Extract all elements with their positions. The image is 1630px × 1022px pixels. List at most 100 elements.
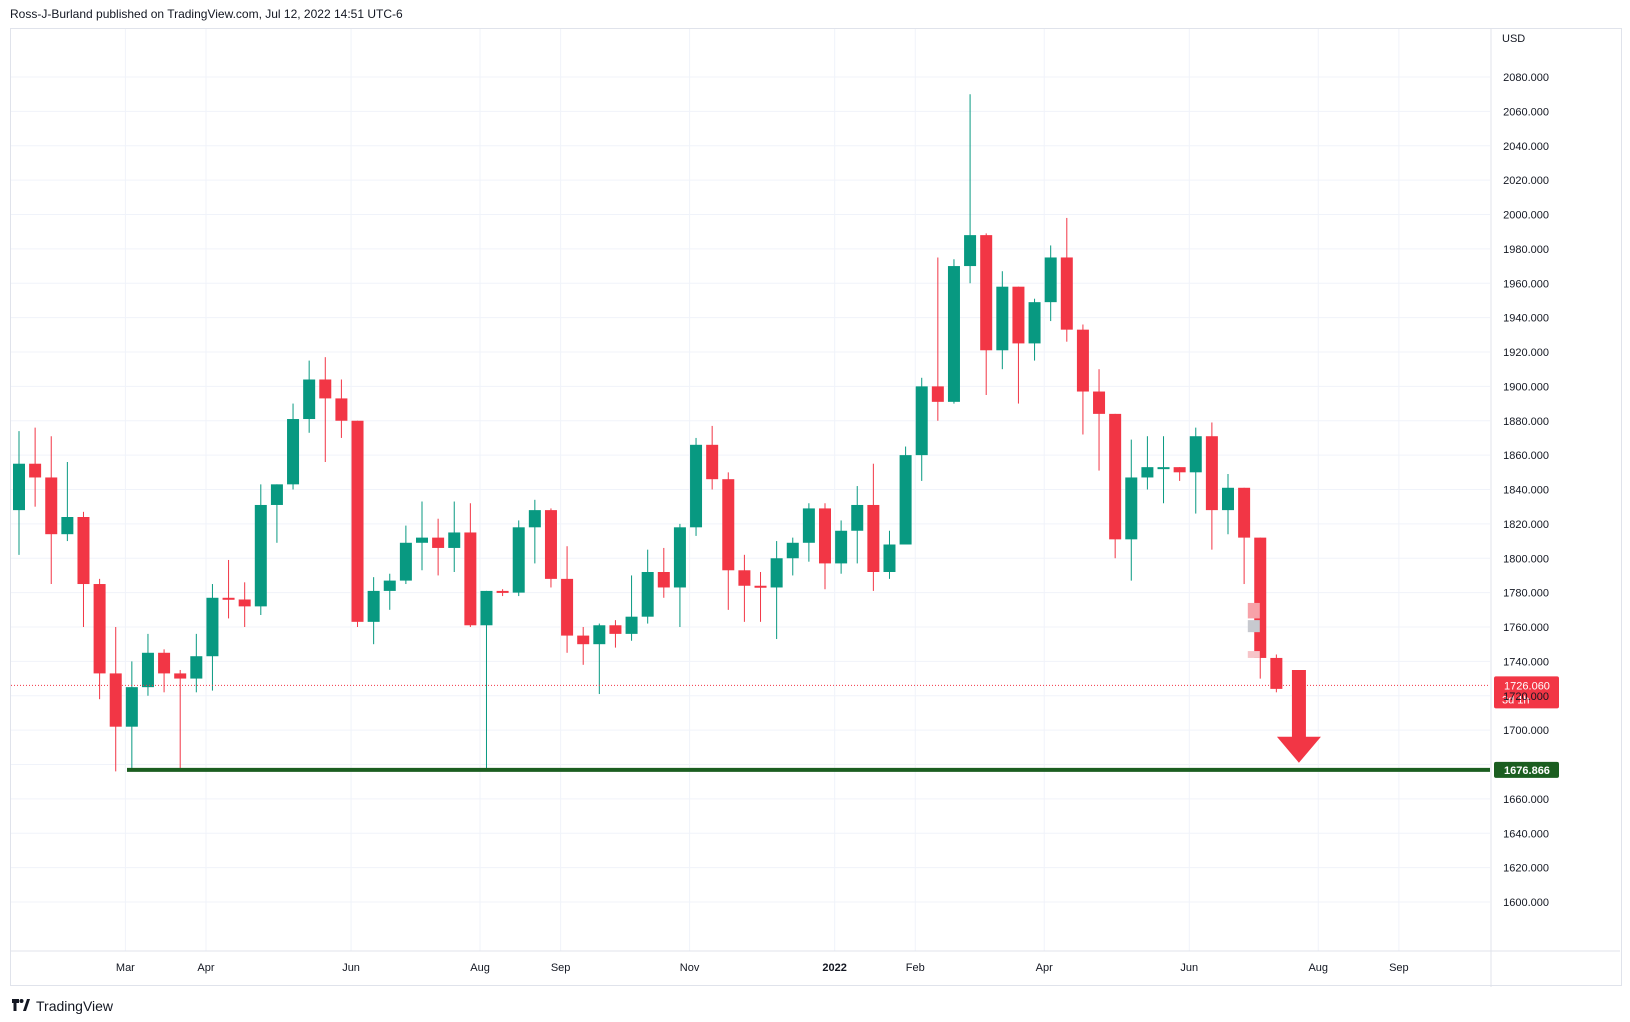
chart-frame [10,28,1622,986]
overlays: 1726.060 3d 1h 1676.866 [11,602,1559,778]
publish-info: Ross-J-Burland published on TradingView.… [10,7,403,21]
candle-body [109,673,122,727]
candle-body [544,510,557,579]
candle-body [125,687,138,727]
candle-body [1254,537,1267,658]
candle-body [641,572,654,617]
x-tick-label: Apr [1036,962,1053,974]
candle-body [1060,257,1073,330]
candle-body [351,420,364,622]
candle-body [1109,413,1122,540]
candle-body [690,444,703,528]
x-tick-label: Feb [906,962,925,974]
candle-body [1157,467,1170,470]
candle-body [722,479,735,571]
grid-lines [11,29,1490,951]
y-tick-label: 1920.000 [1503,347,1549,359]
candle-body [947,266,960,402]
candle-body [996,286,1009,351]
ghost-mark [1247,602,1260,619]
candle-body [335,398,348,421]
candle-body [1222,487,1234,511]
candle-body [915,386,928,456]
candle-body [754,585,767,588]
y-tick-label: 1840.000 [1503,485,1549,497]
y-tick-label: 1780.000 [1503,588,1549,600]
candle-body [254,504,267,607]
candle-body [770,558,783,588]
candle-body [13,463,25,511]
candle-body [1125,477,1138,540]
candle-body [367,590,380,622]
candle-body [819,508,831,564]
tradingview-brand[interactable]: TradingView [10,998,113,1014]
x-tick-label: 2022 [822,962,846,974]
candle-body [222,597,235,600]
y-tick-label: 1660.000 [1503,794,1549,806]
candle-body [867,504,880,572]
y-tick-label: 2040.000 [1503,141,1549,153]
y-tick-label: 1600.000 [1503,897,1549,909]
y-tick-label: 1800.000 [1503,553,1549,565]
candle-body [432,537,445,548]
y-tick-label: 1620.000 [1503,863,1549,875]
candle-body [980,235,993,351]
candle-body [1093,391,1106,414]
candle-body [673,527,686,588]
candle-body [174,673,187,679]
ghost-mark [1247,620,1260,633]
y-tick-label: 1880.000 [1503,416,1549,428]
x-tick-label: Aug [1308,962,1328,974]
y-tick-label: 2080.000 [1503,72,1549,84]
candle-body [45,477,58,535]
candle-body [480,590,493,626]
tradingview-logo-icon [12,999,30,1011]
candle-body [77,517,90,585]
candle-body [190,656,203,679]
x-tick-label: Jun [1180,962,1198,974]
x-tick-label: Sep [551,962,571,974]
candle-body [738,570,751,586]
candle-body [238,599,251,607]
candle-body [270,484,283,505]
candle-body [802,508,815,543]
support-price-label: 1676.866 [1504,765,1550,777]
candle-body [464,532,477,626]
candle-body [1189,436,1202,473]
candle-body [512,527,525,593]
candle-body [287,419,300,485]
candle-body [1028,302,1041,344]
candle-body [399,542,412,581]
candle-body [416,537,428,543]
y-tick-label: 1960.000 [1503,278,1549,290]
y-tick-label: 1820.000 [1503,519,1549,531]
y-tick-label: 1760.000 [1503,622,1549,634]
candle-body [206,597,219,657]
candle-body [851,504,864,531]
y-tick-label: 1740.000 [1503,656,1549,668]
y-tick-label: 2000.000 [1503,210,1549,222]
y-tick-label: 1940.000 [1503,313,1549,325]
candle-body [1044,257,1057,303]
candle-body [883,544,896,572]
x-tick-label: Aug [470,962,490,974]
candle-body [931,386,944,402]
candle-body [561,578,574,636]
candle-body [1270,657,1283,689]
candles [13,94,1283,772]
candle-body [528,510,541,528]
candle-body [29,463,42,478]
candle-body [141,652,154,688]
candle-body [496,590,509,593]
candle-body [899,455,912,545]
candle-body [835,530,848,564]
candle-body [1141,467,1154,478]
candle-body [1238,487,1251,538]
axes: 1600.000 1620.000 1640.000 1660.000 1700.000… [11,29,1620,987]
candle-body [319,379,332,399]
y-tick-label: 1860.000 [1503,450,1549,462]
candle-body [1205,436,1218,511]
x-tick-label: Mar [116,962,135,974]
candle-body [657,572,670,588]
